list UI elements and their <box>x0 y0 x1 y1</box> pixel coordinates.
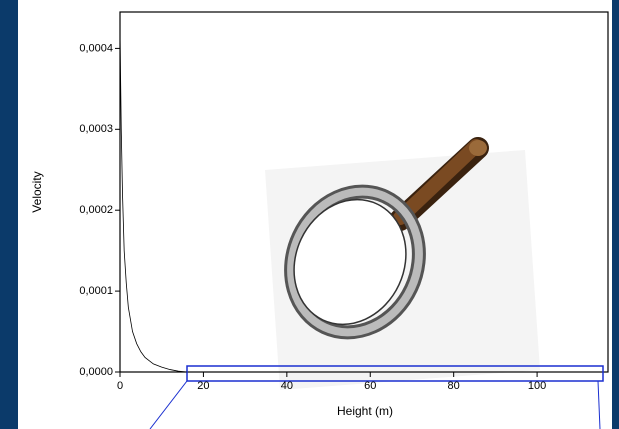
y-tick-label: 0,0000 <box>79 366 113 378</box>
x-tick-label: 40 <box>281 380 293 392</box>
x-tick-label: 0 <box>117 380 123 392</box>
page: {"chart_data": {"type": "line", "x_label… <box>0 0 619 429</box>
y-tick-label: 0,0003 <box>79 123 113 135</box>
x-axis-label: Height (m) <box>337 404 393 418</box>
x-tick-label: 80 <box>448 380 460 392</box>
handle-cap <box>469 140 487 156</box>
x-tick-label: 60 <box>364 380 376 392</box>
y-axis-label: Velocity <box>30 171 44 212</box>
magnifier <box>265 140 540 390</box>
x-tick-label: 20 <box>197 380 209 392</box>
chart: Height (m) Velocity 0,0000 0,0001 0,0002 0,… <box>0 0 619 429</box>
x-tick-label: 100 <box>528 380 546 392</box>
y-tick-label: 0,0004 <box>79 42 113 54</box>
y-tick-label: 0,0002 <box>79 204 113 216</box>
y-tick-label: 0,0001 <box>79 285 113 297</box>
